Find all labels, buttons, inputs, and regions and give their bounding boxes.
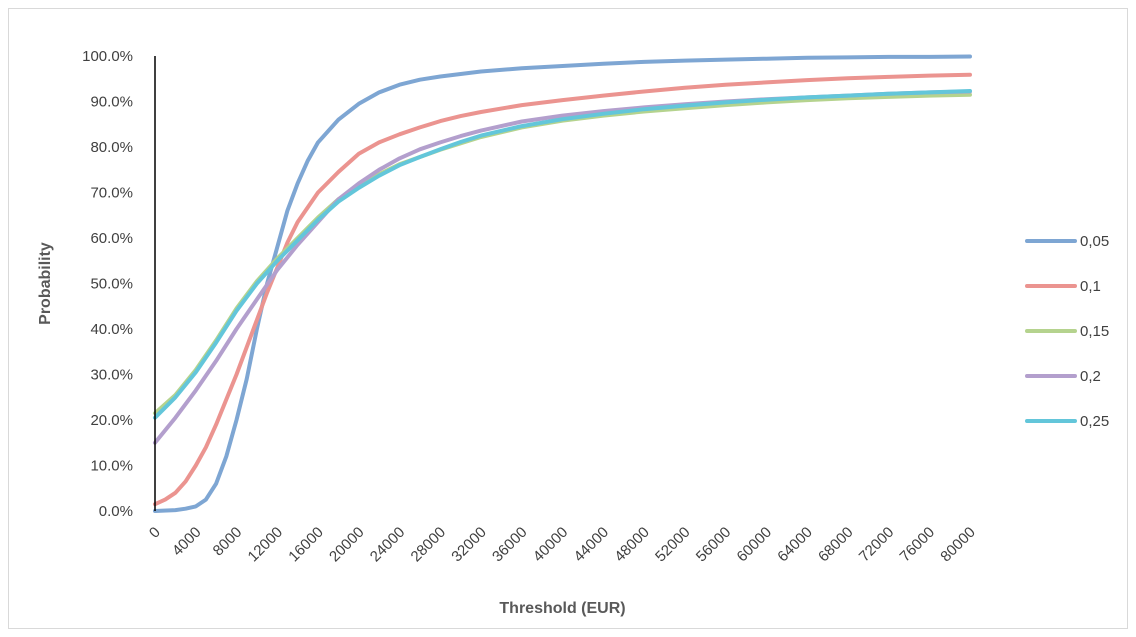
- y-tick-label: 30.0%: [90, 367, 133, 384]
- series-line-0-1: [153, 72, 972, 507]
- y-tick-label: 90.0%: [90, 94, 133, 111]
- x-tick-label: 32000: [448, 524, 490, 566]
- chart-frame: [8, 8, 1128, 629]
- x-tick-label: 20000: [326, 524, 368, 566]
- x-tick-label: 52000: [652, 524, 694, 566]
- x-tick-label: 24000: [367, 524, 409, 566]
- x-tick-label: 48000: [611, 524, 653, 566]
- series-line-0-25: [153, 89, 972, 420]
- x-tick-label: 8000: [210, 524, 246, 560]
- x-tick-label: 68000: [815, 524, 857, 566]
- x-tick-label: 44000: [571, 524, 613, 566]
- y-axis-title: Probability: [37, 242, 54, 325]
- x-tick-label: 0: [146, 524, 164, 542]
- x-tick-label: 72000: [856, 524, 898, 566]
- legend-label: 0,25: [1080, 413, 1109, 430]
- legend-label: 0,15: [1080, 323, 1109, 340]
- y-tick-label: 60.0%: [90, 230, 133, 247]
- y-tick-label: 100.0%: [82, 48, 133, 65]
- x-tick-label: 40000: [530, 524, 572, 566]
- x-tick-label: 60000: [734, 524, 776, 566]
- x-tick-label: 76000: [897, 524, 939, 566]
- x-tick-label: 80000: [937, 524, 979, 566]
- x-tick-label: 12000: [245, 524, 287, 566]
- series-lines: [153, 54, 972, 513]
- y-tick-label: 50.0%: [90, 276, 133, 293]
- y-tick-label: 80.0%: [90, 139, 133, 156]
- series-line-0-2: [153, 89, 972, 445]
- legend: 0,05 0,1 0,15 0,2 0,25: [1025, 233, 1109, 430]
- x-tick-label: 56000: [693, 524, 735, 566]
- x-axis-title: Threshold (EUR): [499, 600, 625, 617]
- y-tick-label: 70.0%: [90, 185, 133, 202]
- y-tick-label: 0.0%: [99, 503, 133, 520]
- x-axis-ticks: 0 4000 8000 12000 16000 20000 24000 28000 32000 3…: [146, 524, 979, 566]
- x-tick-label: 28000: [408, 524, 450, 566]
- x-tick-label: 16000: [285, 524, 327, 566]
- x-tick-label: 64000: [774, 524, 816, 566]
- legend-label: 0,2: [1080, 368, 1101, 385]
- y-tick-label: 20.0%: [90, 412, 133, 429]
- legend-label: 0,1: [1080, 278, 1101, 295]
- y-tick-label: 40.0%: [90, 321, 133, 338]
- x-tick-label: 4000: [169, 524, 205, 560]
- series-line-0-05: [153, 54, 972, 513]
- x-tick-label: 36000: [489, 524, 531, 566]
- legend-label: 0,05: [1080, 233, 1109, 250]
- y-tick-label: 10.0%: [90, 458, 133, 475]
- y-axis-ticks: 0.0% 10.0% 20.0% 30.0% 40.0% 50.0% 60.0% 70.0% 8…: [82, 48, 133, 520]
